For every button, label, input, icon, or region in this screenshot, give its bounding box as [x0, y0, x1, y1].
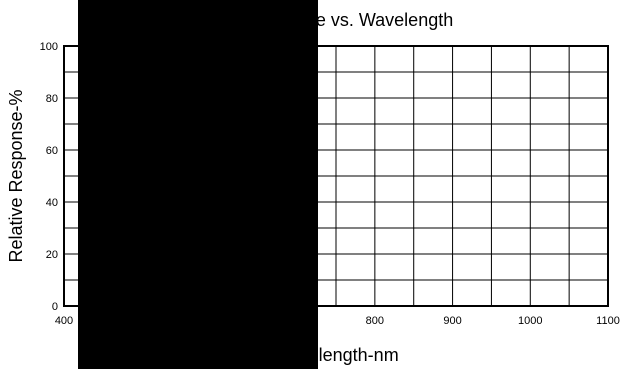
x-tick-label: 1000 — [518, 315, 542, 327]
plot-frame — [63, 45, 609, 307]
x-tick-label: 1100 — [596, 315, 620, 327]
y-tick-label: 20 — [46, 249, 58, 261]
x-tick-label: 900 — [443, 315, 461, 327]
x-tick-labels: 400 800 900 1000 1100 — [55, 315, 620, 327]
y-axis-label: Relative Response-% — [6, 89, 26, 262]
y-tick-label: 40 — [46, 197, 58, 209]
x-tick-label: 400 — [55, 315, 73, 327]
y-tick-label: 100 — [40, 41, 58, 53]
y-tick-label: 60 — [46, 145, 58, 157]
x-tick-label: 800 — [366, 315, 384, 327]
y-tick-label: 80 — [46, 93, 58, 105]
occlusion-block — [78, 0, 318, 369]
y-tick-labels: 0 20 40 60 80 100 — [40, 41, 58, 313]
y-tick-label: 0 — [52, 301, 58, 313]
